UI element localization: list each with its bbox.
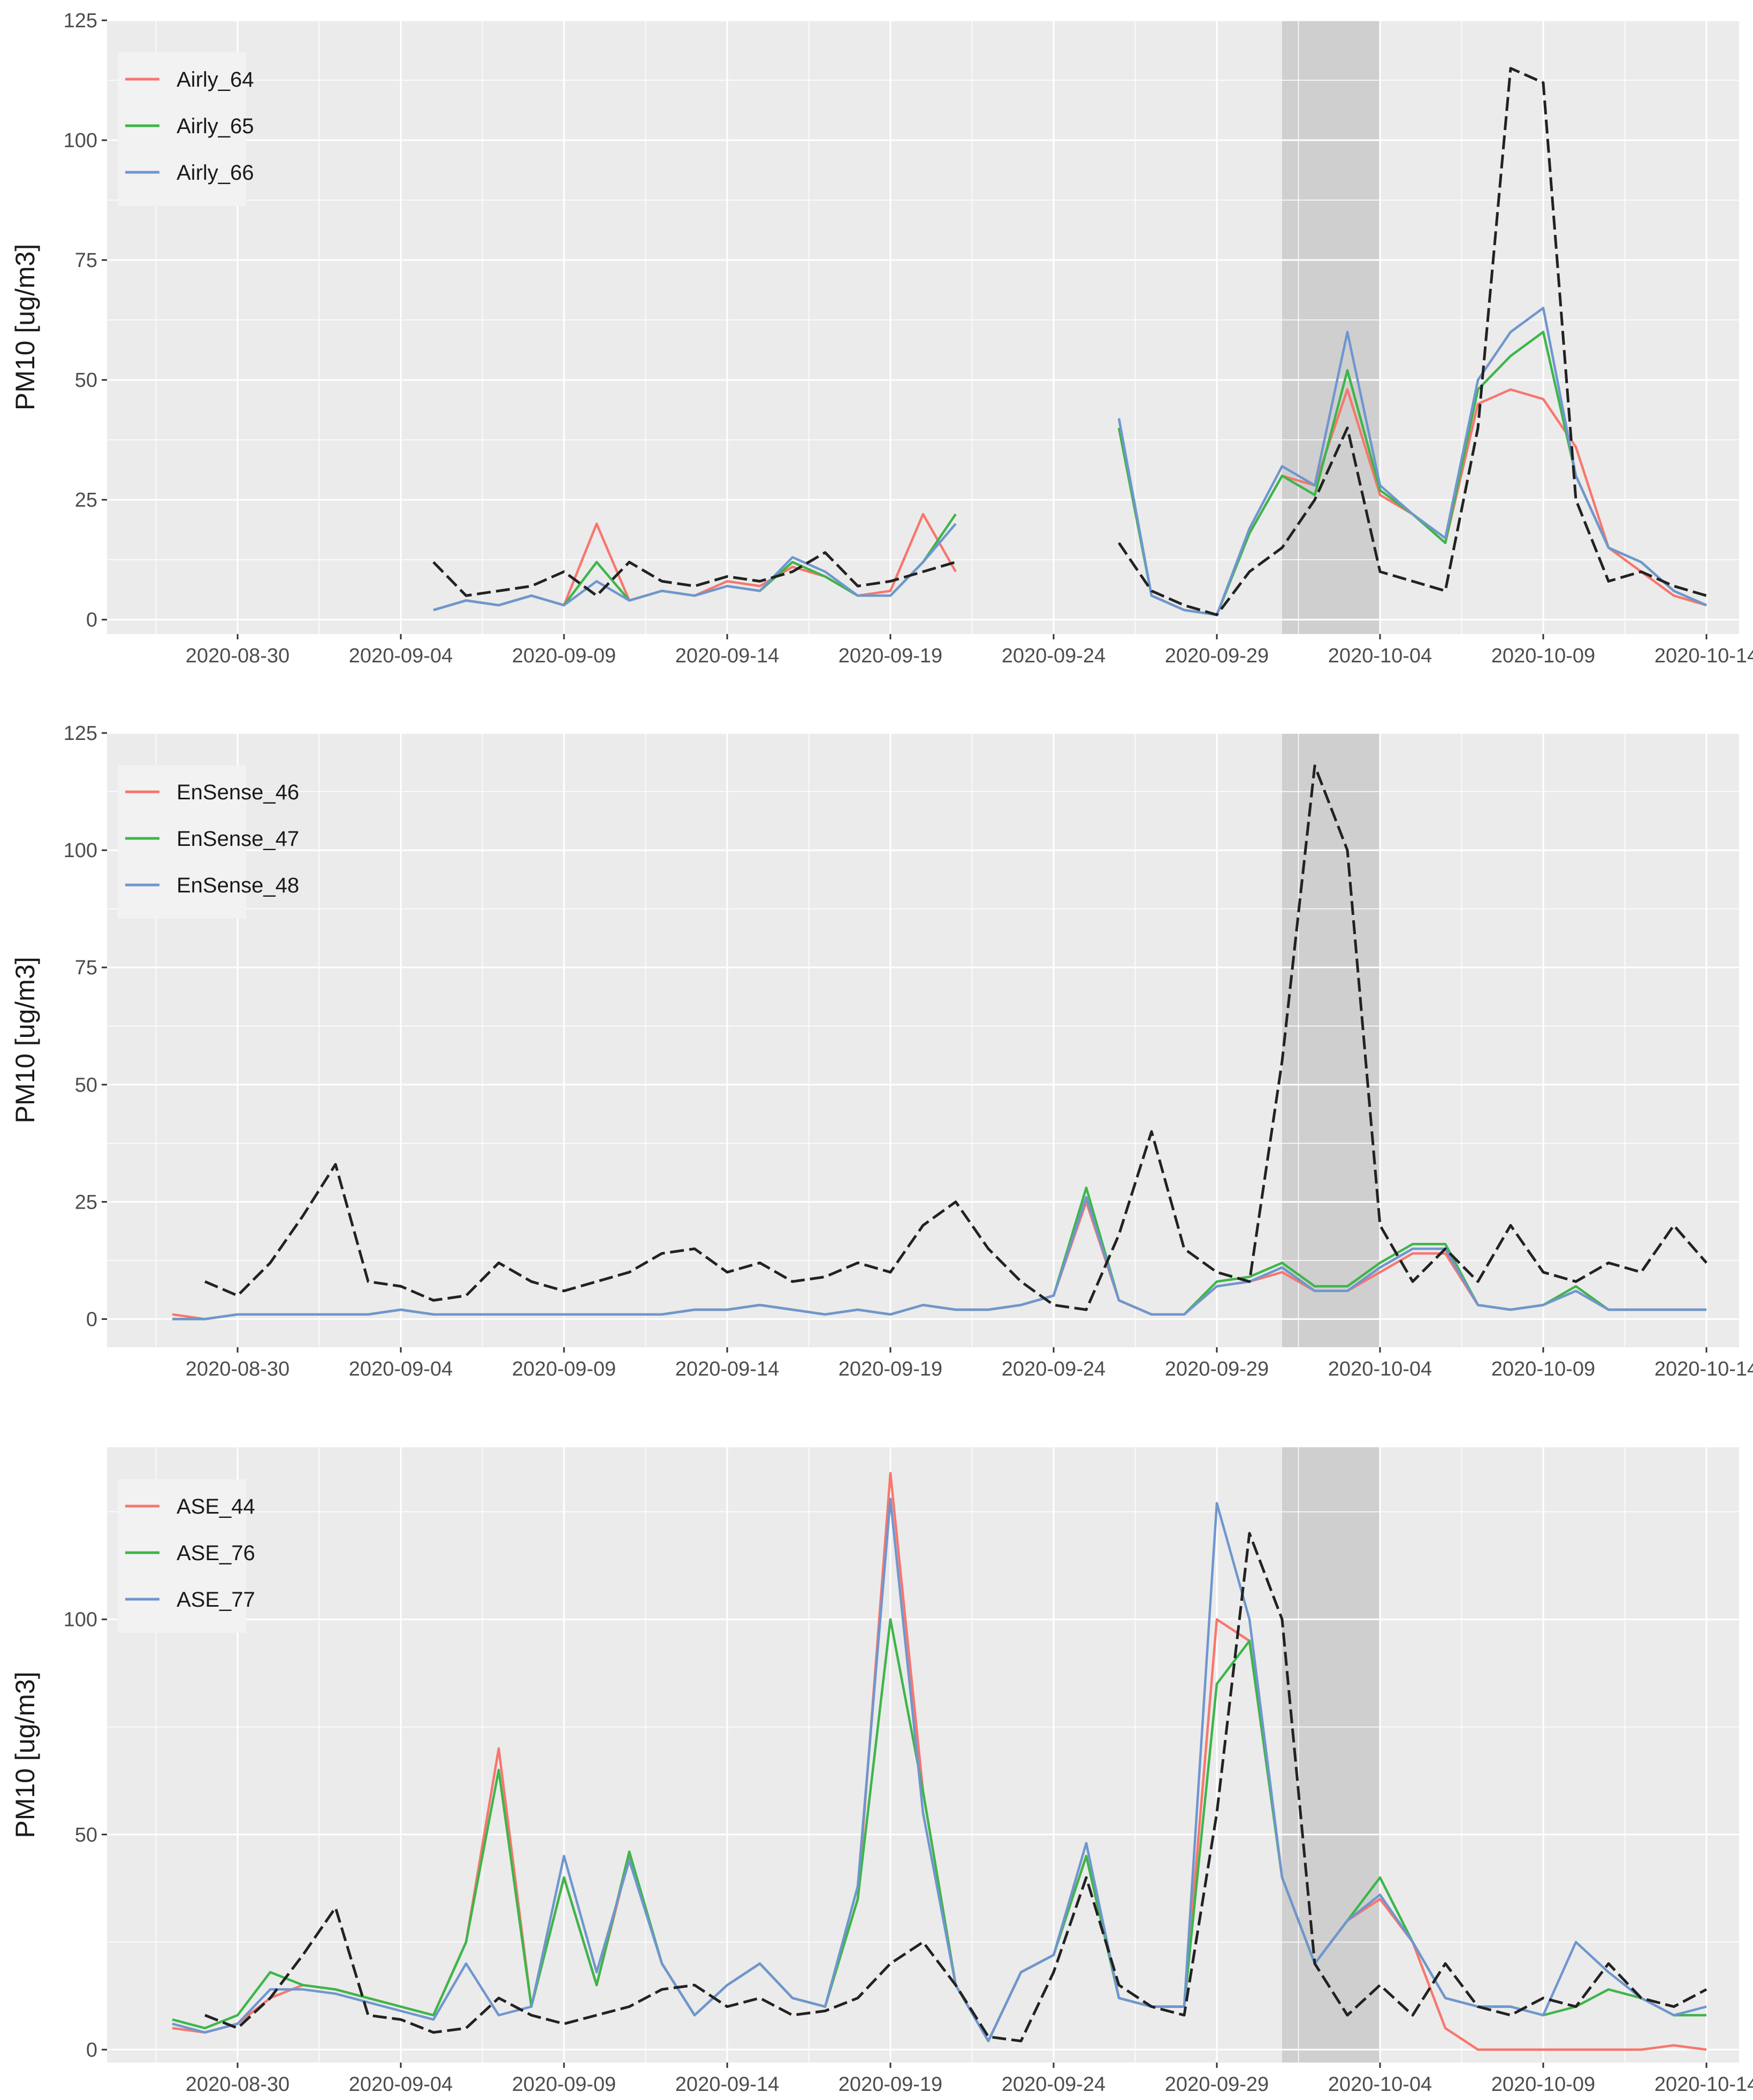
x-tick-label: 2020-09-19 xyxy=(839,1358,942,1380)
x-tick-label: 2020-09-24 xyxy=(1002,645,1106,667)
y-axis-title: PM10 [ug/m3] xyxy=(10,244,40,410)
legend-label: ASE_76 xyxy=(177,1541,255,1565)
x-tick-label: 2020-09-19 xyxy=(839,645,942,667)
highlight-band xyxy=(1282,20,1380,634)
y-axis-title: PM10 [ug/m3] xyxy=(10,1671,40,1838)
panel-1: 0 25 50 75 100 125 2020-08-30 2020-09-04 2020-09… xyxy=(10,10,1753,667)
x-tick-label: 2020-09-24 xyxy=(1002,1358,1106,1380)
x-tick-label: 2020-10-04 xyxy=(1328,2073,1432,2096)
y-tick-label: 125 xyxy=(64,10,97,32)
x-tick-label: 2020-09-09 xyxy=(512,1358,616,1380)
x-tick-label: 2020-10-09 xyxy=(1491,1358,1595,1380)
x-tick-label: 2020-09-29 xyxy=(1165,645,1269,667)
x-tick-label: 2020-10-14 xyxy=(1655,1358,1753,1380)
x-tick-label: 2020-10-14 xyxy=(1655,645,1753,667)
y-tick-label: 125 xyxy=(64,722,97,745)
x-tick-label: 2020-09-14 xyxy=(675,2073,779,2096)
y-tick-label: 50 xyxy=(75,369,97,392)
y-tick-label: 25 xyxy=(75,489,97,511)
x-tick-label: 2020-09-29 xyxy=(1165,1358,1269,1380)
y-tick-label: 100 xyxy=(64,839,97,862)
legend-label: EnSense_46 xyxy=(177,781,299,804)
x-tick-label: 2020-09-04 xyxy=(349,1358,453,1380)
y-tick-label: 0 xyxy=(86,609,97,631)
y-tick-label: 50 xyxy=(75,1824,97,1846)
panel-3: 0 50 100 2020-08-30 2020-09-04 2020-09-09 2020… xyxy=(10,1447,1753,2096)
y-tick-label: 75 xyxy=(75,249,97,272)
y-tick-label: 25 xyxy=(75,1191,97,1213)
x-tick-label: 2020-10-14 xyxy=(1655,2073,1753,2096)
x-tick-label: 2020-09-19 xyxy=(839,2073,942,2096)
x-tick-label: 2020-09-24 xyxy=(1002,2073,1106,2096)
y-tick-label: 50 xyxy=(75,1074,97,1096)
legend-label: Airly_65 xyxy=(177,114,254,138)
plot-background xyxy=(107,20,1739,634)
y-tick-label: 100 xyxy=(64,129,97,152)
series-line-reference xyxy=(432,67,1707,616)
panel-2: 0 25 50 75 100 125 2020-08-30 2020-09-04 2020-09… xyxy=(10,722,1753,1380)
y-axis-title: PM10 [ug/m3] xyxy=(10,957,40,1123)
legend-label: Airly_66 xyxy=(177,161,254,185)
x-tick-label: 2020-09-09 xyxy=(512,645,616,667)
x-tick-label: 2020-10-09 xyxy=(1491,2073,1595,2096)
x-tick-label: 2020-10-09 xyxy=(1491,645,1595,667)
y-tick-label: 0 xyxy=(86,1308,97,1331)
y-tick-label: 100 xyxy=(64,1609,97,1631)
y-tick-label: 75 xyxy=(75,957,97,979)
x-tick-label: 2020-08-30 xyxy=(186,645,289,667)
series-line-ensense-48 xyxy=(172,1196,1706,1320)
plot-background xyxy=(107,733,1739,1347)
x-tick-label: 2020-09-04 xyxy=(349,645,453,667)
x-tick-label: 2020-08-30 xyxy=(186,2073,289,2096)
highlight-band xyxy=(1282,733,1380,1347)
x-tick-label: 2020-10-04 xyxy=(1328,645,1432,667)
x-tick-label: 2020-08-30 xyxy=(186,1358,289,1380)
x-tick-label: 2020-09-09 xyxy=(512,2073,616,2096)
legend-label: Airly_64 xyxy=(177,68,254,91)
x-tick-label: 2020-09-14 xyxy=(675,1358,779,1380)
y-tick-label: 0 xyxy=(86,2039,97,2061)
series-line-ase-77 xyxy=(172,1498,1707,2043)
legend-label: EnSense_48 xyxy=(177,874,299,897)
series-line-reference xyxy=(204,764,1708,1311)
legend-label: EnSense_47 xyxy=(177,827,299,851)
x-tick-label: 2020-09-29 xyxy=(1165,2073,1269,2096)
x-tick-label: 2020-09-14 xyxy=(675,645,779,667)
legend-label: ASE_77 xyxy=(177,1588,255,1612)
series-line-reference xyxy=(204,1532,1708,2043)
x-tick-label: 2020-09-04 xyxy=(349,2073,453,2096)
highlight-band xyxy=(1282,1447,1380,2063)
x-tick-label: 2020-10-04 xyxy=(1328,1358,1432,1380)
plot-background xyxy=(107,1447,1739,2063)
legend-label: ASE_44 xyxy=(177,1495,255,1518)
